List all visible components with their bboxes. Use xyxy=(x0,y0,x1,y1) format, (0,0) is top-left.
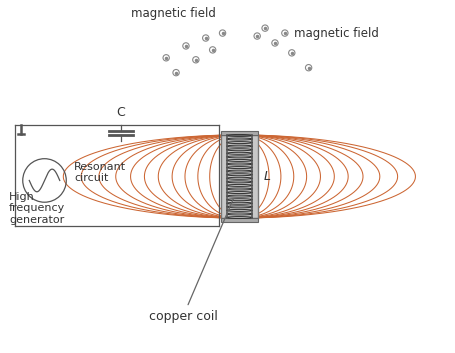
Bar xyxy=(221,135,258,218)
Bar xyxy=(221,131,258,135)
Text: C: C xyxy=(116,106,125,119)
Text: copper coil: copper coil xyxy=(148,199,233,323)
Text: magnetic field: magnetic field xyxy=(131,7,216,20)
Bar xyxy=(221,218,258,222)
Text: L: L xyxy=(264,170,271,183)
Text: High
frequency
generator: High frequency generator xyxy=(9,192,65,225)
Text: magnetic field: magnetic field xyxy=(294,27,379,40)
Text: Resonant
circuit: Resonant circuit xyxy=(74,162,126,183)
